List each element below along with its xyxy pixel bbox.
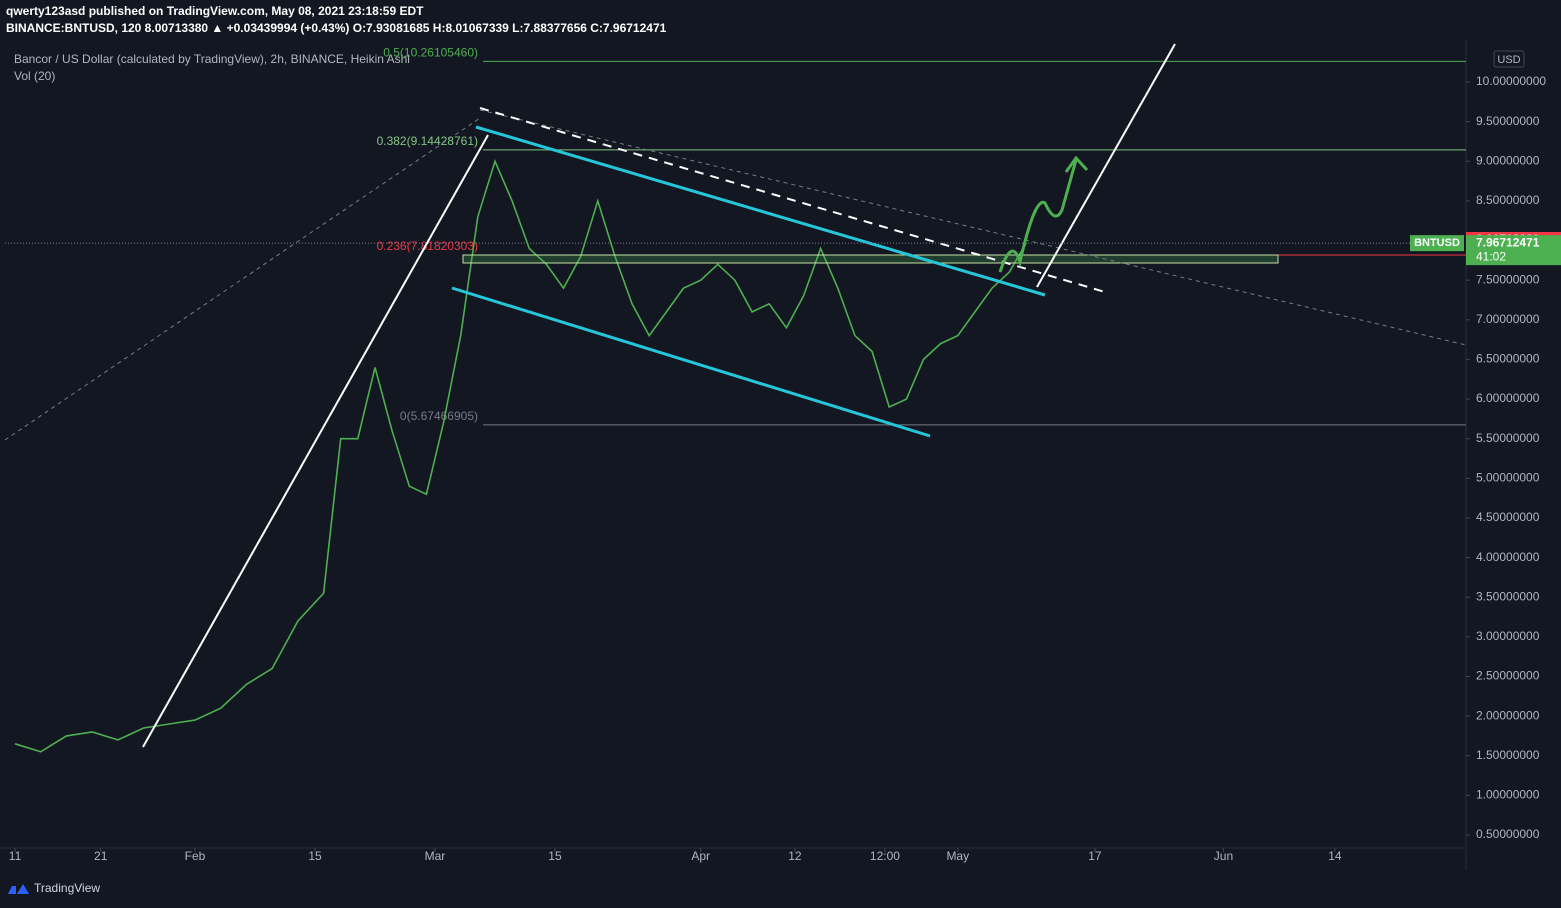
logo-icon	[8, 884, 29, 894]
x-tick-label: 15	[548, 849, 562, 863]
x-tick-label: Apr	[691, 849, 710, 863]
y-tick-label: 3.50000000	[1476, 589, 1540, 603]
indicator-label: Vol (20)	[14, 69, 55, 83]
x-tick-label: Jun	[1214, 849, 1233, 863]
y-tick-label: 1.00000000	[1476, 788, 1540, 802]
y-tick-label: 7.50000000	[1476, 272, 1540, 286]
y-tick-label: 4.50000000	[1476, 510, 1540, 524]
published-line: qwerty123asd published on TradingView.co…	[6, 4, 424, 18]
y-tick-label: 8.50000000	[1476, 193, 1540, 207]
quote-line: BINANCE:BNTUSD, 120 8.00713380 ▲ +0.0343…	[6, 21, 667, 35]
last-price-label: 7.96712471	[1476, 235, 1540, 249]
y-tick-label: 3.00000000	[1476, 629, 1540, 643]
x-tick-label: Mar	[425, 849, 446, 863]
channel-line	[475, 125, 1046, 297]
symbol-label: BNTUSD	[1414, 237, 1460, 249]
x-tick-label: 12:00	[870, 849, 900, 863]
x-tick-label: May	[946, 849, 969, 863]
x-tick-label: 14	[1328, 849, 1342, 863]
y-tick-label: 0.50000000	[1476, 827, 1540, 841]
price-line	[14, 158, 1027, 753]
fib-label: 0.5(10.26105460)	[383, 45, 478, 59]
zone-box	[462, 254, 1279, 264]
chart-title: Bancor / US Dollar (calculated by Tradin…	[14, 52, 410, 66]
y-tick-label: 5.00000000	[1476, 470, 1540, 484]
y-tick-label: 5.50000000	[1476, 431, 1540, 445]
dashed-trend	[479, 109, 1467, 346]
projection-arrow	[998, 155, 1089, 273]
channel-line	[451, 286, 931, 438]
brand: TradingView	[34, 881, 100, 895]
trend-line	[142, 134, 489, 748]
countdown: 41:02	[1476, 249, 1506, 263]
x-tick-label: 15	[308, 849, 322, 863]
y-tick-label: 9.50000000	[1476, 114, 1540, 128]
x-tick-label: Feb	[185, 849, 206, 863]
y-tick-label: 1.50000000	[1476, 748, 1540, 762]
currency: USD	[1497, 54, 1520, 66]
last-price-box	[1466, 235, 1561, 266]
fib-label: 0.236(7.81820303)	[377, 239, 478, 253]
currency-box	[1493, 50, 1525, 68]
dashed-trend	[4, 117, 481, 441]
y-tick-label: 2.00000000	[1476, 708, 1540, 722]
symbol-box	[1410, 235, 1464, 252]
plot: 0.50000000 1.00000000 1.50000000 2.00000000…	[9, 45, 1547, 863]
fib-label: 0.382(9.14428761)	[377, 134, 478, 148]
y-tick-label: 4.00000000	[1476, 550, 1540, 564]
dashed-trend	[479, 107, 1106, 293]
x-tick-label: 17	[1088, 849, 1102, 863]
x-tick-label: 21	[94, 849, 108, 863]
y-tick-label: 6.00000000	[1476, 391, 1540, 405]
y-tick-label: 2.50000000	[1476, 669, 1540, 683]
fib-label: 0(5.67466905)	[400, 409, 478, 423]
x-tick-label: 12	[788, 849, 802, 863]
y-tick-label: 9.00000000	[1476, 153, 1540, 167]
y-tick-label: 10.00000000	[1476, 74, 1546, 88]
trend-line	[1036, 43, 1176, 288]
y-tick-label: 7.00000000	[1476, 312, 1540, 326]
y-tick-label: 6.50000000	[1476, 352, 1540, 366]
x-tick-label: 11	[9, 849, 22, 863]
